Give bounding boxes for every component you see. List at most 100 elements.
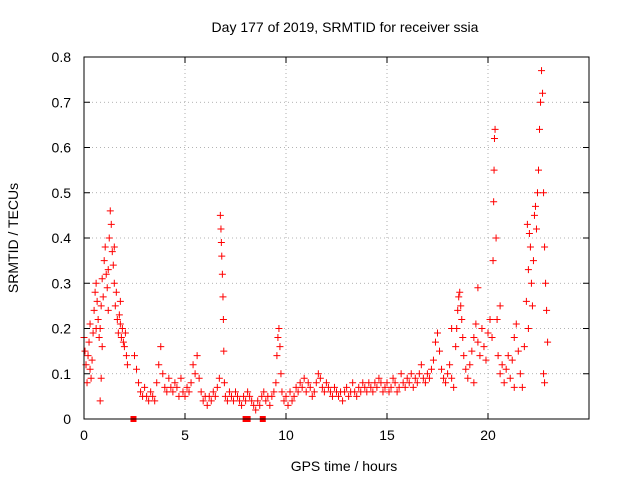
data-point (173, 383, 181, 391)
data-point (413, 379, 421, 387)
data-point (167, 383, 175, 391)
data-point (211, 392, 219, 400)
data-point (460, 352, 468, 360)
data-point (320, 388, 328, 396)
data-point (258, 392, 266, 400)
data-point (119, 338, 127, 346)
data-point (431, 338, 439, 346)
data-point (105, 234, 113, 242)
data-point (339, 397, 347, 405)
data-point (314, 370, 322, 378)
data-point (472, 320, 480, 328)
data-point (359, 379, 367, 387)
data-point (371, 379, 379, 387)
data-point (318, 383, 326, 391)
data-point (541, 243, 549, 251)
data-point (83, 379, 91, 387)
data-point (92, 279, 100, 287)
data-point (510, 334, 518, 342)
y-axis-title: SRMTID / TECUs (5, 183, 21, 293)
data-point (220, 379, 228, 387)
data-point (312, 379, 320, 387)
x-tick-label: 5 (181, 427, 189, 443)
data-point (440, 374, 448, 382)
data-point (116, 320, 124, 328)
data-point (153, 379, 161, 387)
data-point (181, 392, 189, 400)
data-point (229, 397, 237, 405)
data-point (448, 325, 456, 332)
data-point (122, 352, 130, 360)
data-point (169, 388, 177, 396)
series-srmtid (80, 67, 552, 414)
data-point (250, 401, 258, 409)
data-point (193, 352, 201, 360)
data-point (434, 329, 441, 337)
data-point (535, 166, 542, 174)
data-point (187, 379, 195, 387)
data-point (429, 356, 437, 364)
data-point (91, 288, 99, 296)
data-point (462, 365, 470, 373)
data-point (223, 397, 231, 405)
data-point (393, 388, 401, 396)
data-point (498, 361, 506, 369)
data-point (121, 329, 129, 337)
data-point (421, 379, 429, 387)
data-point (302, 388, 310, 396)
data-point (493, 315, 501, 323)
data-point (522, 297, 530, 305)
data-point (236, 397, 244, 405)
data-point (197, 388, 205, 396)
data-point (205, 392, 213, 400)
data-point (115, 311, 123, 319)
data-point (542, 279, 550, 287)
data-point (275, 325, 283, 332)
data-point (112, 288, 120, 296)
data-point (100, 257, 108, 265)
data-point (92, 325, 100, 332)
y-tick-label: 0.4 (52, 230, 72, 246)
data-point (143, 392, 151, 400)
data-point (306, 383, 314, 391)
data-point (532, 225, 540, 233)
data-point (373, 383, 381, 391)
data-point (93, 297, 101, 305)
data-point (457, 302, 465, 310)
data-point (215, 374, 223, 382)
data-point (111, 302, 119, 310)
data-point (218, 270, 226, 278)
data-point (161, 383, 169, 391)
data-point (335, 392, 343, 400)
data-point (165, 374, 173, 382)
x-tick-label: 20 (480, 427, 496, 443)
data-point (419, 374, 427, 382)
data-point (195, 374, 203, 382)
data-point (399, 379, 407, 387)
data-point (232, 388, 239, 396)
data-point (490, 166, 498, 174)
data-point (185, 388, 193, 396)
data-point (504, 352, 512, 360)
data-point (531, 202, 539, 210)
data-point (203, 401, 211, 409)
data-point (135, 379, 143, 387)
data-point (225, 388, 233, 396)
data-point (159, 370, 167, 378)
data-point (490, 134, 498, 142)
data-point (533, 189, 541, 197)
x-tick-label: 0 (80, 427, 88, 443)
data-point (221, 392, 229, 400)
data-point (266, 401, 274, 409)
data-point (328, 392, 336, 400)
data-point (520, 343, 528, 351)
data-point (102, 270, 110, 278)
data-point (155, 361, 163, 369)
data-point (474, 284, 482, 292)
data-point (326, 388, 334, 396)
data-point (377, 379, 385, 387)
data-point (242, 397, 250, 405)
data-point (278, 388, 286, 396)
data-point (375, 374, 383, 382)
